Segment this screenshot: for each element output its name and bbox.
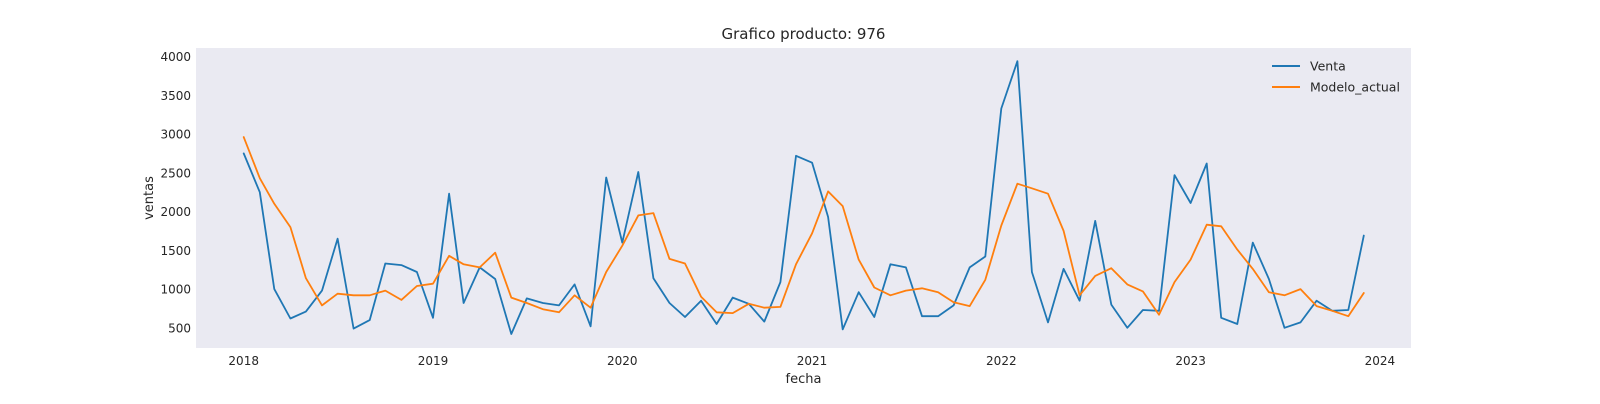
y-tick-label: 2500 [160, 166, 191, 180]
y-tick-label: 3000 [160, 128, 191, 142]
y-tick-label: 500 [168, 321, 191, 335]
y-tick-label: 1000 [160, 283, 191, 297]
series-lines [242, 60, 1365, 335]
legend: Venta Modelo_actual [1272, 59, 1400, 95]
legend-label: Venta [1310, 59, 1346, 74]
y-tick-labels: 500 1000 1500 2000 2500 3000 3500 4000 [160, 50, 191, 335]
x-tick-label: 2024 [1365, 354, 1396, 368]
y-tick-label: 3500 [160, 89, 191, 103]
x-tick-label: 2018 [228, 354, 259, 368]
x-tick-label: 2022 [986, 354, 1017, 368]
legend-label: Modelo_actual [1310, 80, 1400, 95]
x-tick-labels: 2018 2019 2020 2021 2022 2023 2024 [228, 354, 1395, 368]
series-line-venta [242, 60, 1365, 335]
x-tick-label: 2023 [1175, 354, 1206, 368]
series-line-modelo-actual [242, 136, 1365, 318]
chart-title: Grafico producto: 976 [722, 25, 886, 43]
x-axis-label: fecha [786, 372, 822, 387]
x-tick-label: 2021 [797, 354, 828, 368]
y-tick-label: 2000 [160, 205, 191, 219]
x-tick-label: 2019 [418, 354, 449, 368]
x-tick-label: 2020 [607, 354, 638, 368]
plot-area [196, 48, 1411, 348]
y-tick-label: 4000 [160, 50, 191, 64]
y-tick-label: 1500 [160, 244, 191, 258]
y-axis-label: ventas [142, 176, 157, 220]
